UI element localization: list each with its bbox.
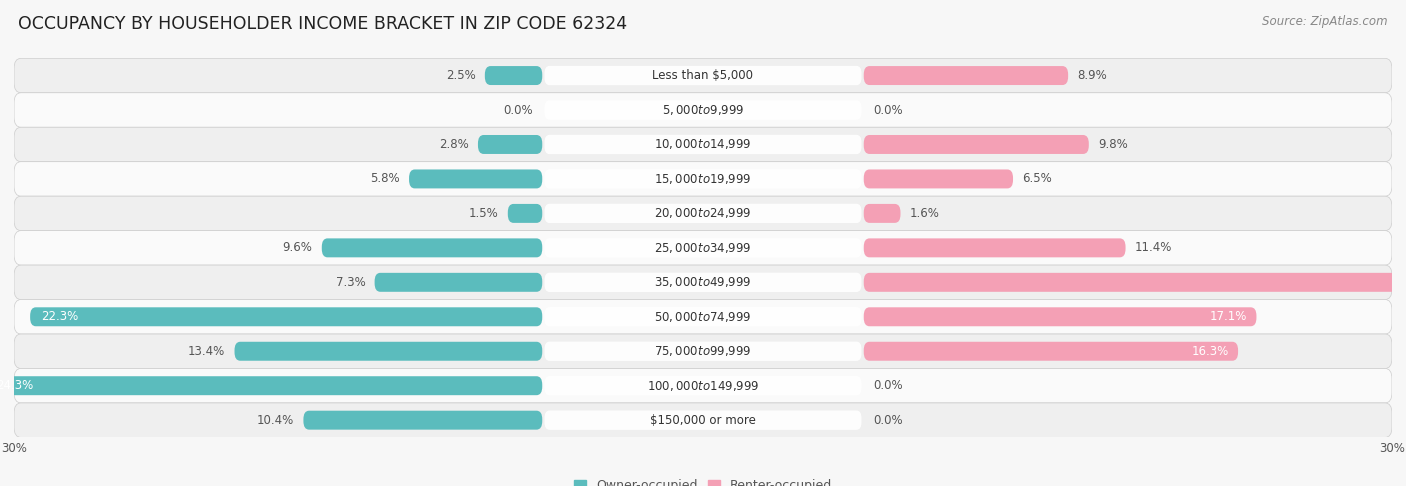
FancyBboxPatch shape	[409, 170, 543, 189]
Text: 2.8%: 2.8%	[439, 138, 468, 151]
FancyBboxPatch shape	[0, 376, 543, 395]
Text: 10.4%: 10.4%	[257, 414, 294, 427]
Text: OCCUPANCY BY HOUSEHOLDER INCOME BRACKET IN ZIP CODE 62324: OCCUPANCY BY HOUSEHOLDER INCOME BRACKET …	[18, 15, 627, 33]
FancyBboxPatch shape	[863, 66, 1069, 85]
FancyBboxPatch shape	[544, 238, 862, 258]
FancyBboxPatch shape	[14, 265, 1392, 299]
Text: 17.1%: 17.1%	[1211, 310, 1247, 323]
FancyBboxPatch shape	[544, 307, 862, 327]
FancyBboxPatch shape	[14, 403, 1392, 437]
Text: $15,000 to $19,999: $15,000 to $19,999	[654, 172, 752, 186]
Text: $100,000 to $149,999: $100,000 to $149,999	[647, 379, 759, 393]
Text: 5.8%: 5.8%	[370, 173, 399, 186]
FancyBboxPatch shape	[544, 342, 862, 361]
FancyBboxPatch shape	[863, 135, 1088, 154]
FancyBboxPatch shape	[14, 127, 1392, 162]
Text: 0.0%: 0.0%	[503, 104, 533, 117]
FancyBboxPatch shape	[544, 376, 862, 395]
Text: 16.3%: 16.3%	[1192, 345, 1229, 358]
FancyBboxPatch shape	[14, 196, 1392, 231]
FancyBboxPatch shape	[30, 307, 543, 326]
FancyBboxPatch shape	[544, 169, 862, 189]
FancyBboxPatch shape	[544, 101, 862, 120]
FancyBboxPatch shape	[863, 307, 1257, 326]
FancyBboxPatch shape	[863, 204, 900, 223]
FancyBboxPatch shape	[544, 66, 862, 85]
FancyBboxPatch shape	[544, 411, 862, 430]
FancyBboxPatch shape	[14, 299, 1392, 334]
FancyBboxPatch shape	[304, 411, 543, 430]
Legend: Owner-occupied, Renter-occupied: Owner-occupied, Renter-occupied	[574, 479, 832, 486]
Text: 22.3%: 22.3%	[42, 310, 79, 323]
Text: 11.4%: 11.4%	[1135, 242, 1173, 254]
Text: 0.0%: 0.0%	[873, 379, 903, 392]
Text: 9.6%: 9.6%	[283, 242, 312, 254]
FancyBboxPatch shape	[14, 162, 1392, 196]
Text: 7.3%: 7.3%	[336, 276, 366, 289]
Text: 1.5%: 1.5%	[468, 207, 499, 220]
FancyBboxPatch shape	[544, 273, 862, 292]
Text: 2.5%: 2.5%	[446, 69, 475, 82]
FancyBboxPatch shape	[14, 93, 1392, 127]
FancyBboxPatch shape	[478, 135, 543, 154]
Text: Less than $5,000: Less than $5,000	[652, 69, 754, 82]
Text: $5,000 to $9,999: $5,000 to $9,999	[662, 103, 744, 117]
Text: $25,000 to $34,999: $25,000 to $34,999	[654, 241, 752, 255]
FancyBboxPatch shape	[508, 204, 543, 223]
FancyBboxPatch shape	[544, 135, 862, 154]
Text: $20,000 to $24,999: $20,000 to $24,999	[654, 207, 752, 220]
Text: $35,000 to $49,999: $35,000 to $49,999	[654, 276, 752, 289]
Text: $50,000 to $74,999: $50,000 to $74,999	[654, 310, 752, 324]
Text: $75,000 to $99,999: $75,000 to $99,999	[654, 344, 752, 358]
Text: $150,000 or more: $150,000 or more	[650, 414, 756, 427]
Text: 24.3%: 24.3%	[0, 379, 32, 392]
FancyBboxPatch shape	[863, 273, 1406, 292]
Text: $10,000 to $14,999: $10,000 to $14,999	[654, 138, 752, 152]
FancyBboxPatch shape	[235, 342, 543, 361]
Text: 13.4%: 13.4%	[188, 345, 225, 358]
Text: 0.0%: 0.0%	[873, 414, 903, 427]
FancyBboxPatch shape	[485, 66, 543, 85]
FancyBboxPatch shape	[14, 58, 1392, 93]
Text: 9.8%: 9.8%	[1098, 138, 1128, 151]
FancyBboxPatch shape	[863, 239, 1126, 258]
FancyBboxPatch shape	[374, 273, 543, 292]
Text: 8.9%: 8.9%	[1077, 69, 1107, 82]
FancyBboxPatch shape	[863, 342, 1239, 361]
Text: 1.6%: 1.6%	[910, 207, 939, 220]
FancyBboxPatch shape	[863, 170, 1012, 189]
FancyBboxPatch shape	[14, 334, 1392, 368]
Text: 0.0%: 0.0%	[873, 104, 903, 117]
FancyBboxPatch shape	[544, 204, 862, 223]
Text: Source: ZipAtlas.com: Source: ZipAtlas.com	[1263, 15, 1388, 28]
FancyBboxPatch shape	[322, 239, 543, 258]
FancyBboxPatch shape	[14, 231, 1392, 265]
FancyBboxPatch shape	[14, 368, 1392, 403]
Text: 6.5%: 6.5%	[1022, 173, 1052, 186]
